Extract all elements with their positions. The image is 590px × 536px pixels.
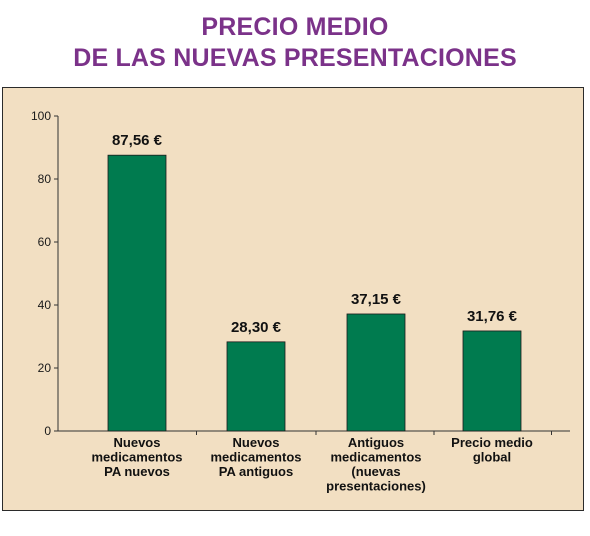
- data-label: 28,30 €: [231, 319, 282, 336]
- category-label: Antiguos medicamentos (nuevas presentacione…: [326, 435, 426, 494]
- category-label: Precio medio global: [451, 435, 533, 465]
- chart-title-line-2: DE LAS NUEVAS PRESENTACIONES: [73, 44, 517, 72]
- y-tick-label: 40: [38, 298, 52, 312]
- bar: [346, 313, 406, 432]
- category-label-line: Nuevos: [233, 435, 280, 450]
- bar: [462, 330, 522, 432]
- category-label-line: global: [473, 450, 511, 465]
- category-label: Nuevos medicamentos PA nuevos: [91, 435, 182, 479]
- y-tick-label: 60: [38, 235, 52, 249]
- category-label-line: PA nuevos: [104, 464, 170, 479]
- category-label-line: medicamentos: [91, 450, 182, 465]
- category-label-line: PA antiguos: [219, 464, 293, 479]
- y-tick-label: 100: [31, 109, 51, 123]
- category-label-line: presentaciones): [326, 479, 426, 494]
- chart-title: PRECIO MEDIO DE LAS NUEVAS PRESENTACIONE…: [0, 12, 590, 74]
- chart-title-line-1: PRECIO MEDIO: [201, 13, 389, 41]
- category-label-line: (nuevas: [351, 464, 400, 479]
- y-tick-label: 0: [44, 424, 51, 438]
- category-label-line: Nuevos: [114, 435, 161, 450]
- category-label-line: medicamentos: [210, 450, 301, 465]
- data-label: 37,15 €: [351, 291, 402, 308]
- category-label-line: Precio medio: [451, 435, 533, 450]
- y-tick-label: 20: [38, 361, 52, 375]
- category-label-line: medicamentos: [330, 450, 421, 465]
- data-label: 87,56 €: [112, 132, 163, 149]
- chart-panel: [2, 87, 584, 511]
- bar: [107, 154, 167, 432]
- category-label-line: Antiguos: [348, 435, 404, 450]
- y-tick-label: 80: [38, 172, 52, 186]
- category-label: Nuevos medicamentos PA antiguos: [210, 435, 301, 479]
- data-label: 31,76 €: [467, 308, 518, 325]
- bar: [226, 341, 286, 432]
